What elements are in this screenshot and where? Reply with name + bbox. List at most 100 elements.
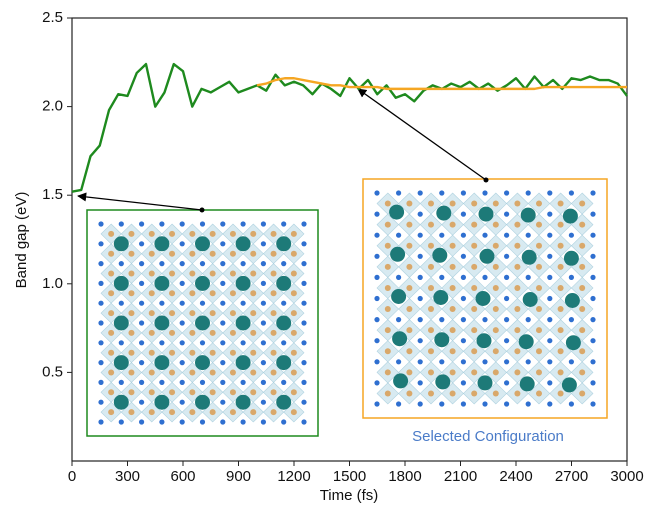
- atom: [169, 290, 176, 297]
- atom: [118, 419, 124, 425]
- atom: [471, 369, 478, 376]
- atom: [199, 300, 206, 306]
- atom: [384, 327, 391, 334]
- atom: [384, 242, 391, 249]
- atom: [139, 241, 145, 247]
- atom: [547, 274, 553, 280]
- atom: [449, 327, 456, 334]
- atom: [220, 379, 226, 385]
- atom: [113, 275, 129, 291]
- y-tick-label: 2.0: [42, 98, 63, 115]
- atom: [492, 348, 499, 355]
- atom: [492, 263, 499, 270]
- atom: [536, 221, 542, 228]
- atom: [148, 409, 155, 416]
- atom: [250, 329, 257, 336]
- atom: [276, 355, 292, 371]
- atom: [209, 290, 216, 297]
- arrow: [77, 192, 203, 211]
- atom: [428, 348, 434, 355]
- atom: [169, 270, 176, 277]
- atom: [471, 200, 478, 207]
- atom: [417, 232, 423, 238]
- atom: [449, 284, 456, 291]
- atom: [301, 221, 307, 227]
- atom: [492, 369, 499, 376]
- atom: [169, 409, 176, 416]
- atom: [290, 230, 297, 237]
- atom: [477, 375, 493, 391]
- atom: [159, 300, 165, 306]
- atom: [557, 348, 564, 355]
- atom: [547, 295, 553, 302]
- atom: [179, 379, 185, 385]
- atom: [390, 246, 406, 262]
- atom: [536, 369, 542, 376]
- atom: [199, 379, 206, 385]
- x-tick-label: 2700: [555, 468, 588, 485]
- atom: [525, 190, 531, 196]
- atom: [482, 232, 488, 238]
- atom: [159, 379, 165, 385]
- atom: [428, 306, 434, 313]
- atom: [565, 335, 581, 351]
- atom: [290, 329, 297, 336]
- atom: [270, 290, 277, 297]
- atom: [590, 317, 596, 323]
- atom: [460, 359, 466, 365]
- atom: [563, 250, 579, 266]
- atom: [396, 274, 402, 280]
- atom: [417, 253, 423, 259]
- atom: [460, 317, 466, 323]
- atom: [281, 300, 287, 306]
- atom: [547, 338, 553, 344]
- atom: [579, 284, 586, 291]
- atom: [220, 261, 226, 267]
- x-tick-label: 0: [68, 468, 76, 485]
- atom: [504, 401, 510, 407]
- atom: [169, 349, 176, 356]
- atom: [139, 419, 145, 425]
- atom: [547, 253, 553, 259]
- atom: [590, 190, 596, 196]
- x-tick-label: 3000: [610, 468, 643, 485]
- atom: [492, 390, 499, 397]
- atom: [270, 270, 277, 277]
- atom: [220, 241, 226, 247]
- atom: [557, 284, 564, 291]
- atom: [374, 317, 380, 323]
- atom: [449, 369, 456, 376]
- atom: [220, 340, 226, 346]
- atom: [290, 409, 297, 416]
- atom: [235, 315, 251, 331]
- atom: [301, 360, 307, 366]
- atom: [406, 348, 413, 355]
- atom: [568, 232, 575, 238]
- atom: [220, 221, 226, 227]
- atom: [536, 390, 542, 397]
- atom: [504, 232, 510, 238]
- atom: [476, 333, 492, 349]
- atom: [128, 349, 135, 356]
- atom: [270, 349, 277, 356]
- atom: [396, 359, 402, 365]
- x-tick-label: 1500: [333, 468, 366, 485]
- atom: [374, 359, 380, 365]
- atom: [557, 221, 564, 228]
- atom: [270, 250, 277, 257]
- atom: [384, 306, 391, 313]
- atom: [179, 340, 185, 346]
- atom: [417, 274, 423, 280]
- atom: [392, 331, 408, 347]
- atom: [220, 280, 226, 286]
- atom: [229, 329, 236, 336]
- atom: [250, 369, 257, 376]
- atom: [568, 190, 575, 196]
- atom: [449, 242, 456, 249]
- atom: [209, 250, 216, 257]
- atom: [108, 389, 115, 396]
- atom: [139, 300, 145, 306]
- atom: [118, 261, 124, 267]
- atom: [209, 310, 216, 317]
- atom: [139, 379, 145, 385]
